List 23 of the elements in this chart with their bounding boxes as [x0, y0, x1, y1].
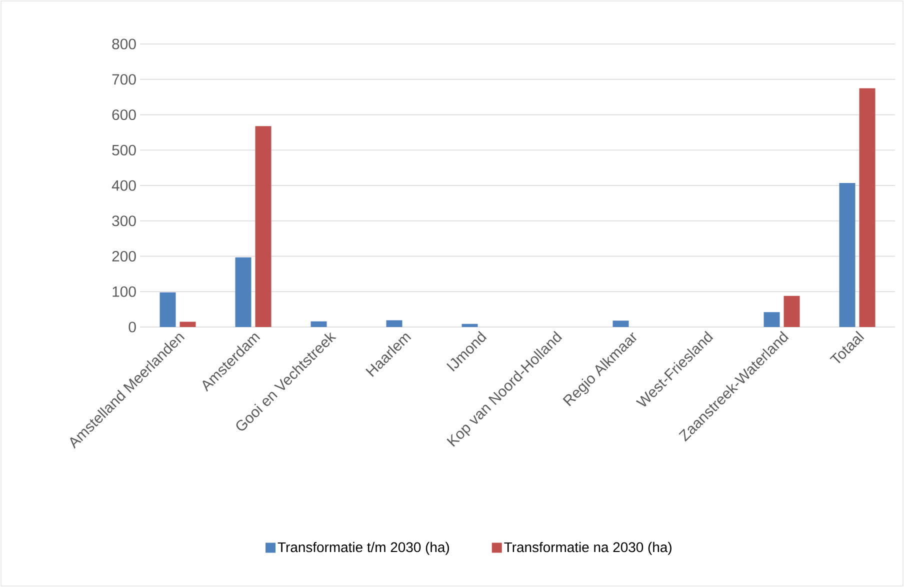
bar [612, 320, 629, 327]
bar [764, 312, 780, 327]
legend-label: Transformatie na 2030 (ha) [504, 542, 672, 555]
bar [310, 321, 327, 327]
y-tick-label: 800 [112, 38, 136, 50]
bar [859, 88, 876, 327]
y-tick-label: 300 [112, 216, 136, 226]
bar [386, 320, 402, 327]
y-tick-label: 0 [128, 322, 136, 332]
y-tick-label: 400 [112, 180, 136, 191]
y-tick-label: 500 [112, 144, 136, 156]
y-tick-label: 100 [112, 286, 136, 297]
y-tick-label: 600 [112, 109, 136, 120]
bar [255, 126, 272, 327]
bar [839, 183, 856, 327]
bar [462, 324, 478, 327]
bar [160, 292, 176, 327]
bar [235, 257, 252, 327]
bar [180, 322, 196, 327]
y-tick-label: 200 [112, 250, 136, 262]
y-tick-label: 700 [112, 74, 136, 85]
bar [784, 296, 800, 327]
legend-label: Transformatie t/m 2030 (ha) [278, 542, 449, 555]
